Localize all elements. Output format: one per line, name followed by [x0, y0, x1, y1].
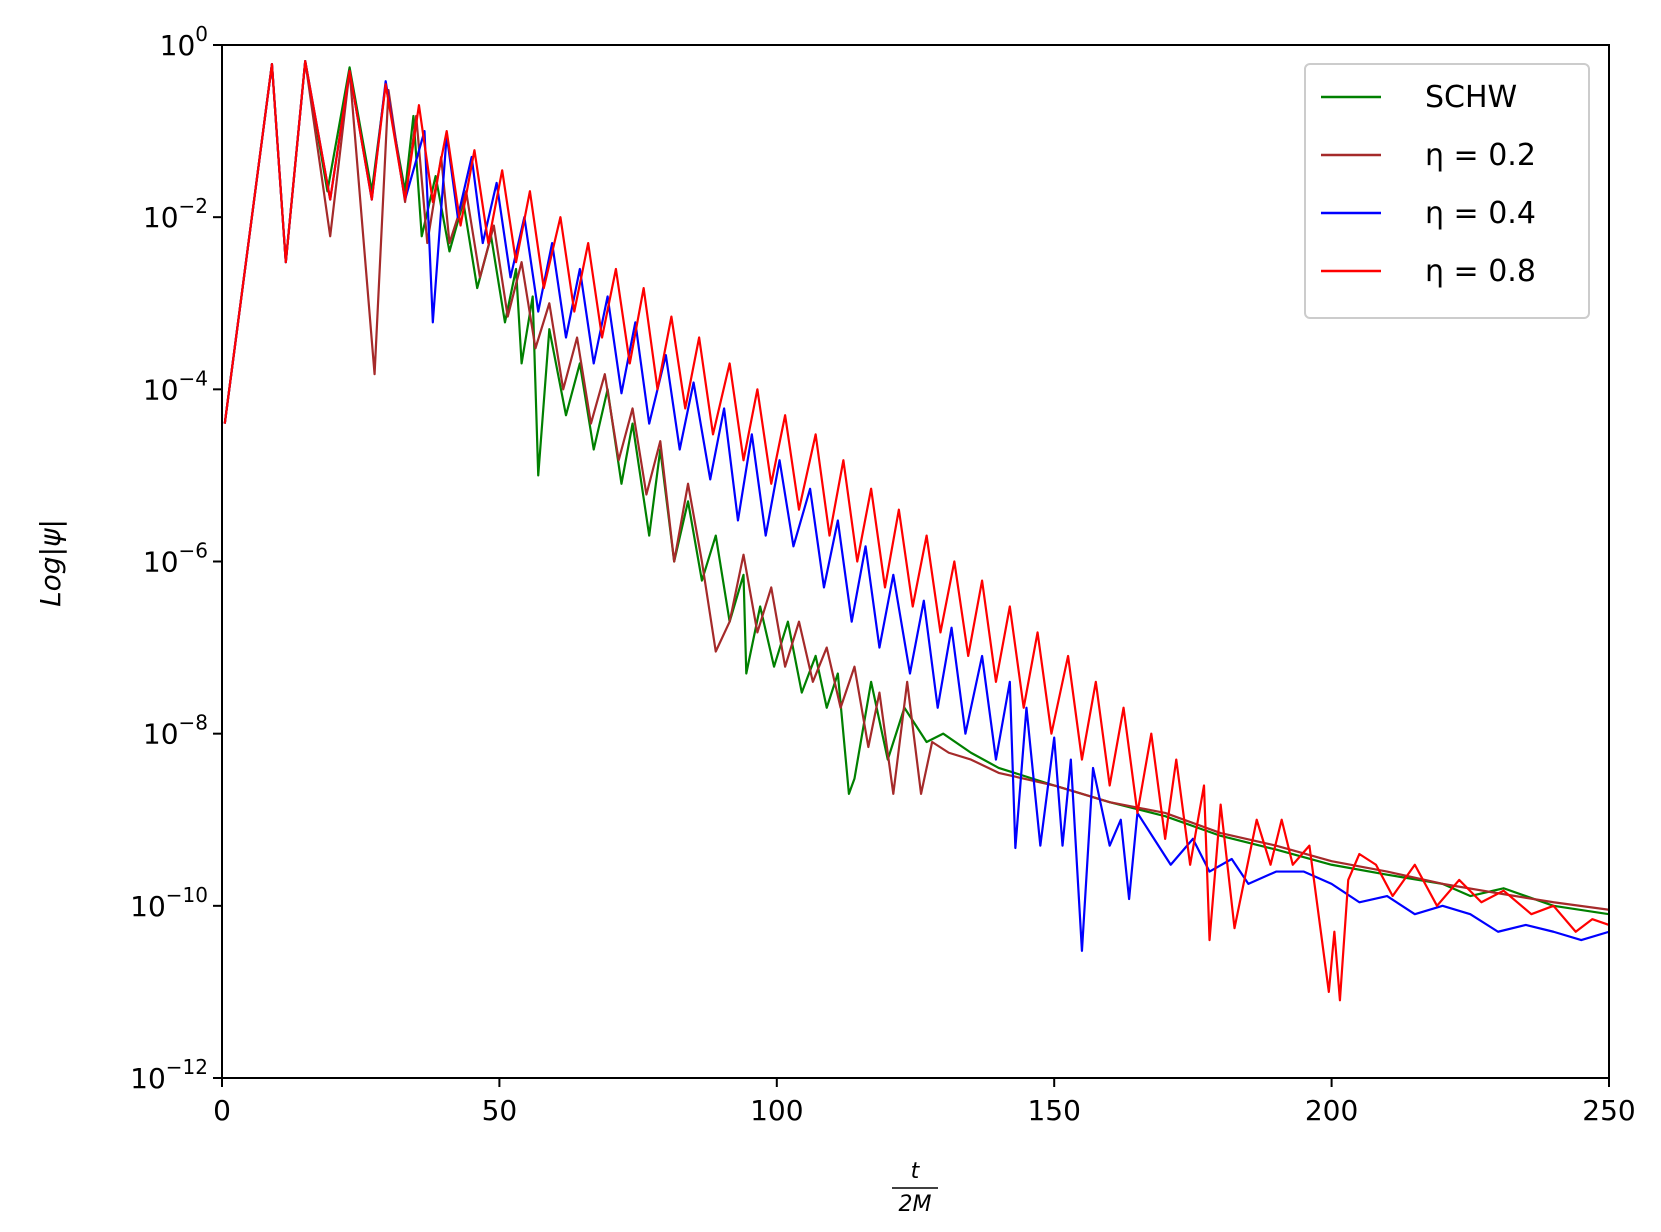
x-axis-label-denominator: 2M — [899, 1192, 932, 1217]
legend-label: η = 0.2 — [1425, 138, 1536, 173]
legend-label: SCHW — [1425, 80, 1517, 115]
y-axis-label: Log|ψ| — [34, 519, 67, 607]
y-tick-label: 10−10 — [130, 883, 208, 923]
legend-label: η = 0.4 — [1425, 196, 1536, 231]
series-line — [223, 60, 1609, 952]
y-tick-base: 10 — [130, 1062, 166, 1095]
y-tick-label: 10−12 — [130, 1055, 208, 1095]
x-axis-label-numerator: t — [911, 1159, 921, 1184]
y-tick-label: 10−8 — [143, 711, 208, 751]
x-tick-label: 50 — [482, 1094, 518, 1127]
y-tick-exponent: −12 — [166, 1055, 208, 1079]
x-tick-label: 200 — [1305, 1094, 1358, 1127]
y-tick-exponent: −6 — [179, 539, 208, 563]
series-line — [223, 60, 1609, 1002]
y-tick-label: 10−2 — [143, 194, 208, 234]
x-tick-label: 250 — [1582, 1094, 1635, 1127]
y-tick-exponent: −4 — [179, 366, 208, 390]
y-tick-exponent: −8 — [179, 711, 208, 735]
y-tick-base: 10 — [160, 29, 196, 62]
y-tick-base: 10 — [143, 373, 179, 406]
y-tick-exponent: −2 — [179, 194, 208, 218]
y-tick-base: 10 — [130, 890, 166, 923]
y-tick-label: 10−4 — [143, 366, 208, 406]
y-tick-label: 10−6 — [143, 539, 208, 579]
y-tick-exponent: −10 — [166, 883, 208, 907]
y-tick-exponent: 0 — [195, 22, 208, 46]
y-tick-base: 10 — [143, 201, 179, 234]
legend-box — [1304, 63, 1590, 319]
x-tick-label: 100 — [750, 1094, 803, 1127]
legend-label: η = 0.8 — [1425, 254, 1536, 289]
x-tick-label: 150 — [1027, 1094, 1080, 1127]
plot-area — [223, 60, 1609, 1002]
y-tick-base: 10 — [143, 546, 179, 579]
y-tick-base: 10 — [143, 718, 179, 751]
x-tick-label: 0 — [213, 1094, 231, 1127]
y-tick-label: 100 — [160, 22, 208, 62]
